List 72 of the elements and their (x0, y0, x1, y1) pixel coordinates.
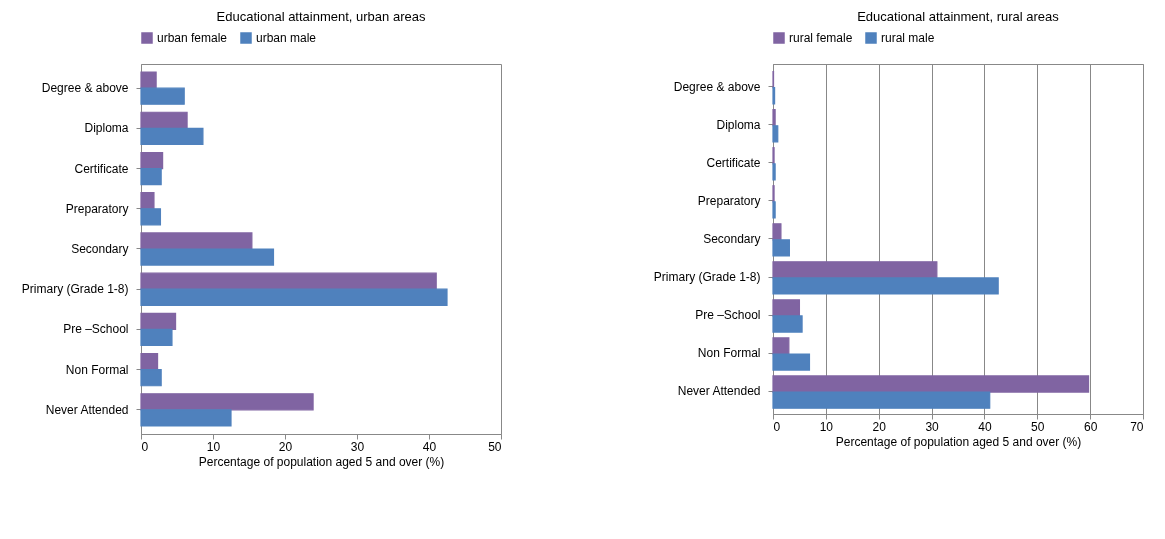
x-tick-label: 30 (925, 419, 940, 434)
bar (140, 87, 185, 105)
y-tick-label: Primary (Grade 1-8) (653, 270, 761, 285)
x-tick-label: 30 (350, 439, 365, 454)
x-tick-label: 0 (141, 439, 149, 454)
bar (772, 391, 991, 409)
y-tick-label: Primary (Grade 1-8) (21, 282, 129, 297)
y-tick-label: Certificate (706, 155, 761, 170)
chart-title: Educational attainment, urban areas (216, 9, 426, 24)
bar (140, 151, 164, 170)
bar (772, 223, 782, 241)
bar (772, 109, 776, 127)
bar (772, 375, 1090, 393)
y-tick-label: Preparatory (65, 201, 129, 216)
bar (772, 163, 776, 181)
y-tick-label: Degree & above (41, 81, 129, 96)
y-tick-label: Diploma (716, 117, 761, 132)
y-tick-label: Pre –School (695, 308, 761, 323)
y-tick-label: Degree & above (673, 79, 761, 94)
bar (140, 248, 275, 266)
bar (140, 328, 173, 347)
bar (140, 409, 232, 427)
x-tick-label: 40 (422, 439, 437, 454)
bar (140, 71, 157, 89)
x-tick-label: 20 (278, 439, 293, 454)
bar (772, 277, 999, 295)
bar (140, 393, 314, 411)
legend-label: urban female (157, 31, 228, 45)
bar (140, 208, 162, 226)
bar (140, 352, 159, 371)
bar (140, 111, 188, 129)
bar (772, 239, 790, 257)
legend-label: rural female (789, 31, 853, 45)
y-tick-label: Secondary (703, 232, 761, 246)
bar (140, 312, 177, 331)
x-tick-label: 0 (773, 419, 781, 434)
bar (140, 369, 162, 387)
bar (140, 272, 437, 290)
bar (772, 261, 938, 279)
bar (140, 288, 448, 306)
legend-label: urban male (256, 31, 317, 45)
y-tick-label: Certificate (74, 161, 129, 176)
legend-label: rural male (881, 31, 935, 45)
bar (772, 353, 811, 371)
x-tick-label: 20 (872, 419, 887, 434)
y-tick-label: Never Attended (45, 402, 129, 417)
bar (772, 125, 779, 143)
bar (140, 232, 253, 250)
chart-title: Educational attainment, rural areas (857, 9, 1060, 24)
bar (772, 201, 776, 219)
y-tick-label: Diploma (84, 121, 129, 136)
bar (140, 127, 204, 146)
x-tick-label: 50 (488, 439, 502, 454)
bar (772, 337, 790, 355)
x-tick-label: 70 (1130, 419, 1144, 434)
bar (140, 167, 162, 186)
y-tick-label: Non Formal (65, 362, 129, 377)
x-tick-label: 50 (1031, 419, 1045, 434)
x-tick-label: 40 (978, 419, 992, 434)
x-tick-label: 10 (206, 439, 221, 454)
bar (772, 299, 801, 317)
x-tick-label: 60 (1083, 419, 1098, 434)
y-tick-label: Pre –School (63, 322, 129, 337)
y-tick-label: Never Attended (677, 384, 761, 399)
y-tick-label: Preparatory (697, 193, 761, 208)
bar (140, 192, 155, 210)
y-tick-label: Non Formal (697, 346, 761, 361)
y-tick-label: Secondary (71, 242, 129, 256)
x-axis-title: Percentage of population aged 5 and over (%) (198, 454, 445, 469)
x-axis-title: Percentage of population aged 5 and over (%) (835, 434, 1082, 449)
bar (772, 315, 803, 333)
x-tick-label: 10 (819, 419, 834, 434)
